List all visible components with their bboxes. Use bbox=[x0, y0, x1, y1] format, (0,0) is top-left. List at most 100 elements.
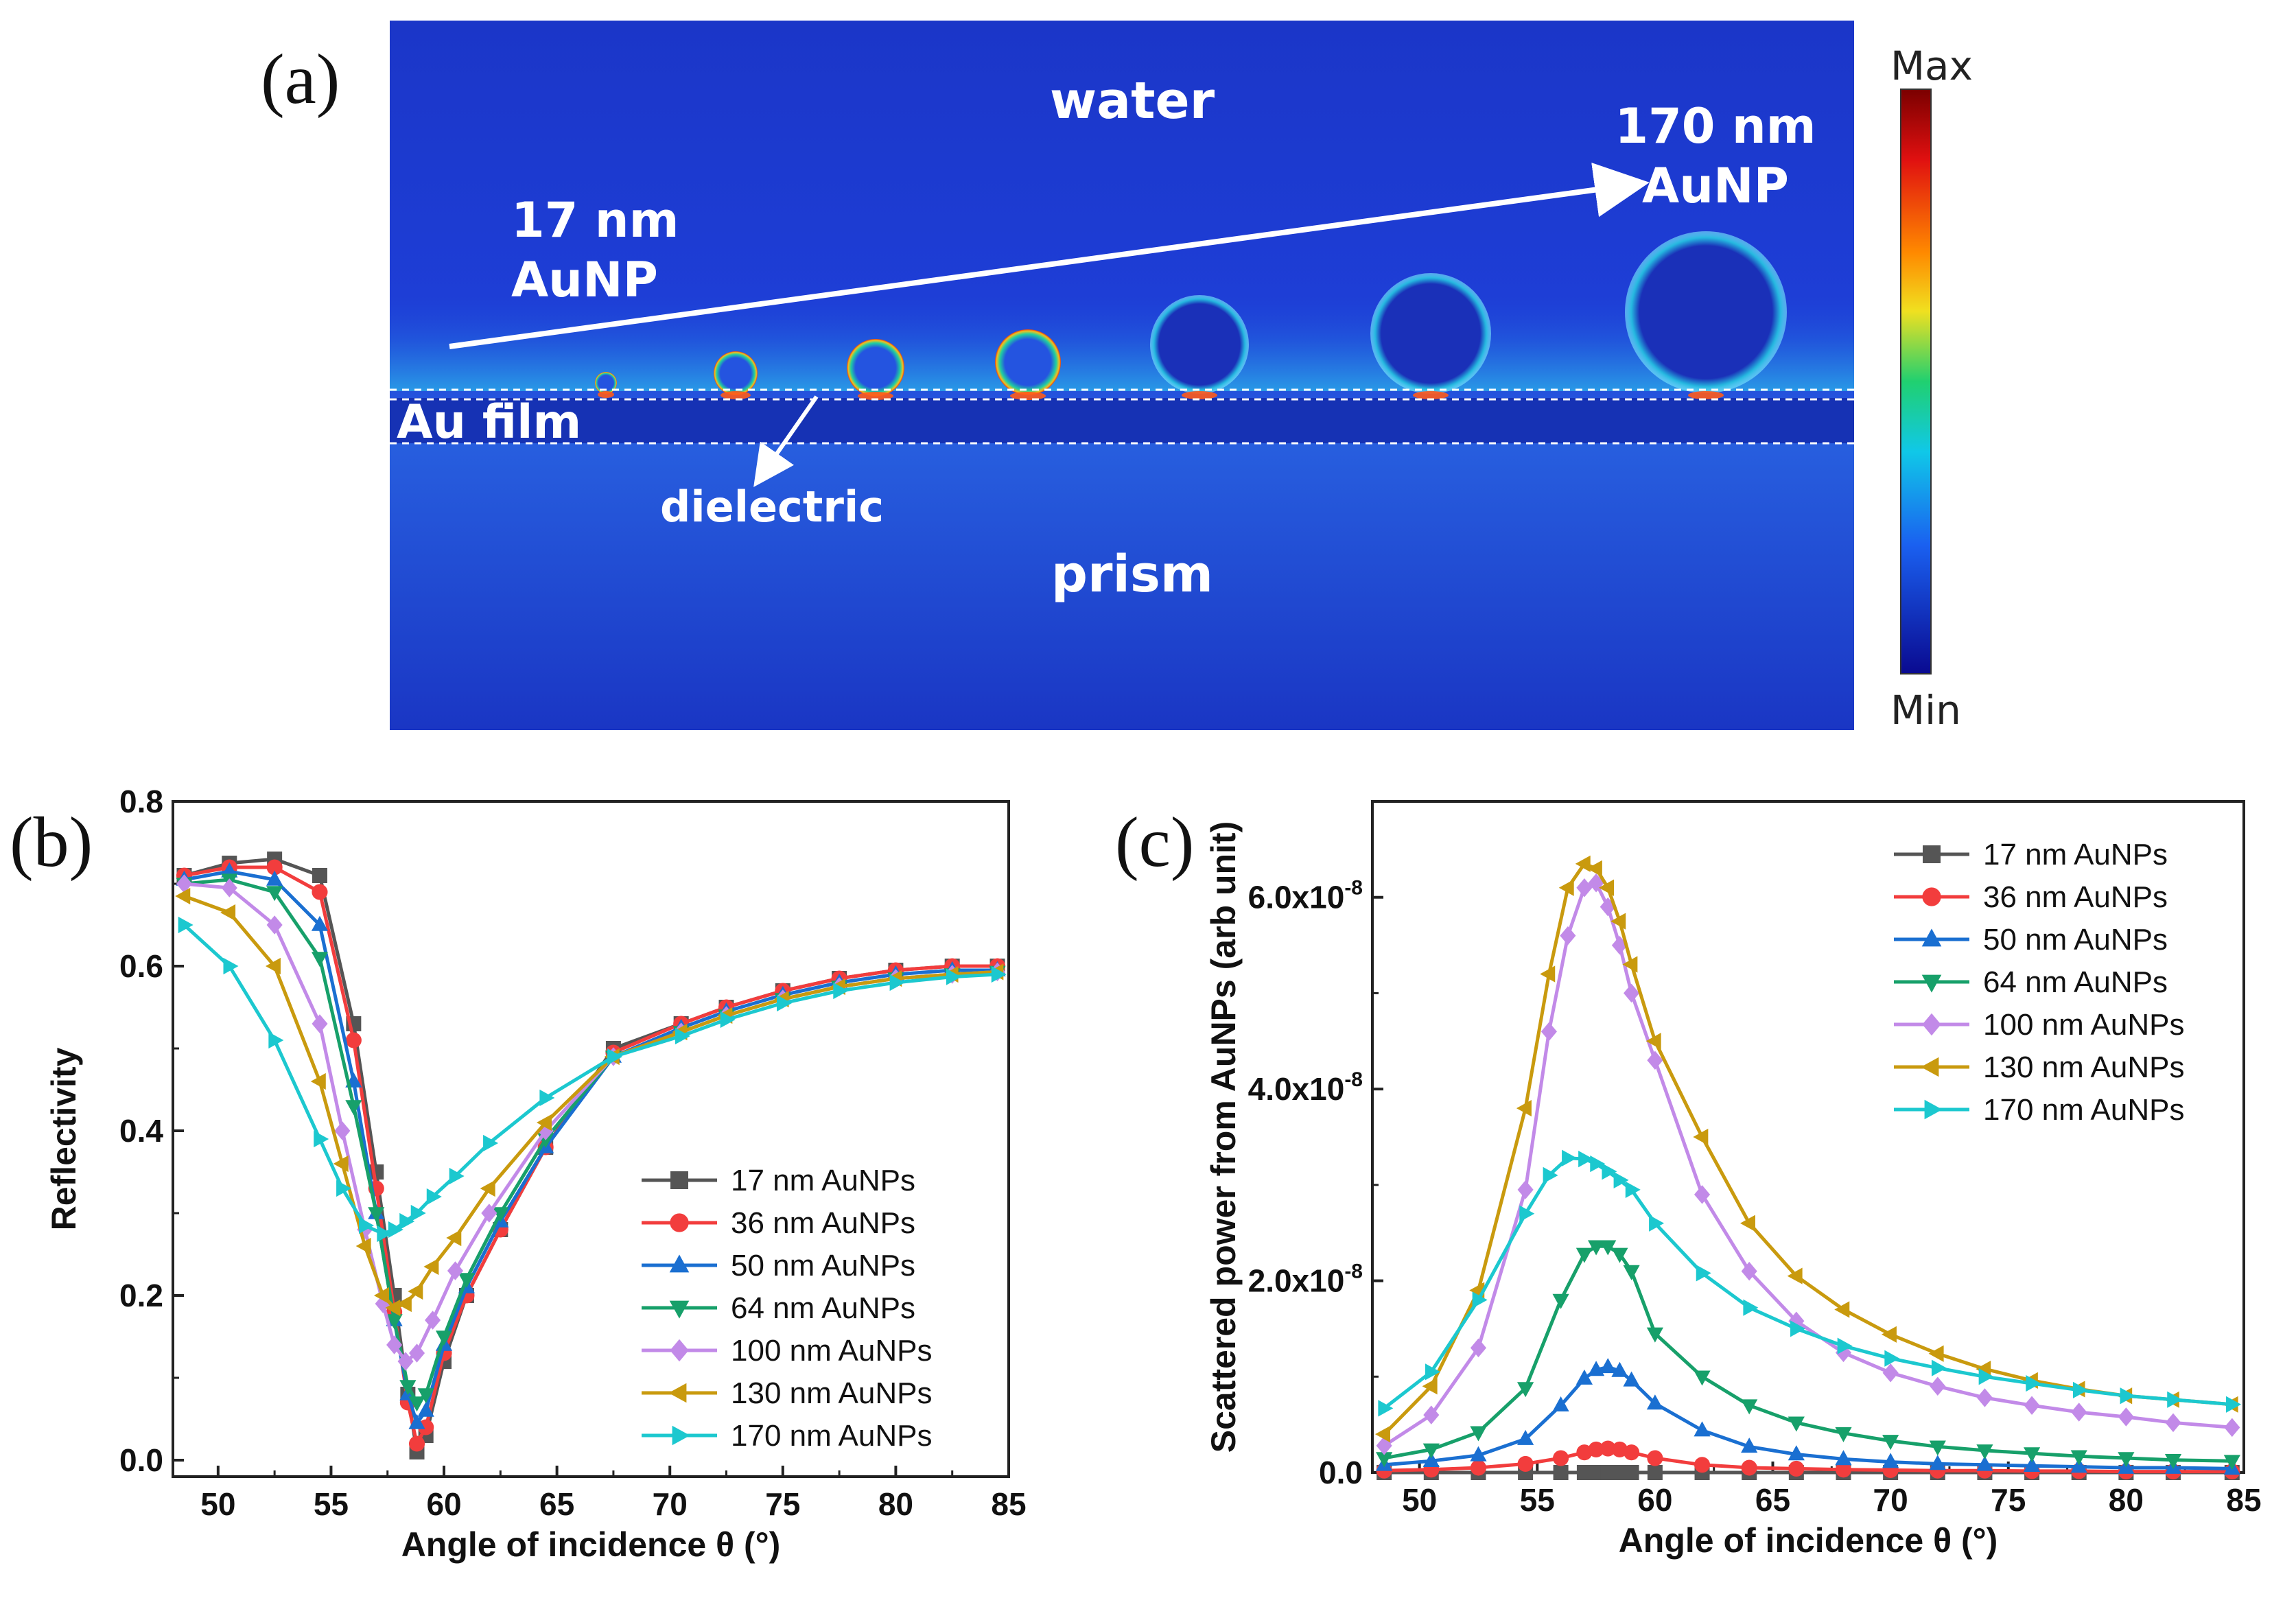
data-point bbox=[2120, 1387, 2135, 1405]
data-point bbox=[1516, 1099, 1532, 1117]
legend: 17 nm AuNPs 36 nm AuNPs 50 nm AuNPs 64 nm A… bbox=[1894, 838, 2185, 1127]
data-point bbox=[334, 1121, 351, 1140]
y-tick-label: 6.0x10-8 bbox=[1248, 877, 1363, 915]
data-point bbox=[2023, 1457, 2041, 1473]
data-point bbox=[1600, 1358, 1617, 1374]
data-point bbox=[386, 1314, 403, 1330]
data-point bbox=[1519, 1205, 1535, 1222]
data-point bbox=[1600, 1465, 1616, 1480]
small-particle-label-line1: 17 nm bbox=[511, 192, 679, 248]
legend-item-64-nm-aunps: 64 nm AuNPs bbox=[642, 1291, 915, 1325]
legend-swatch-marker bbox=[668, 1383, 687, 1403]
data-point bbox=[386, 1335, 403, 1354]
data-point bbox=[1930, 1376, 1946, 1396]
data-point bbox=[1647, 1051, 1663, 1070]
legend-item-130-nm-aunps: 130 nm AuNPs bbox=[1894, 1051, 2185, 1084]
data-point bbox=[1741, 1399, 1758, 1415]
x-tick-label: 80 bbox=[878, 1486, 913, 1522]
data-point bbox=[1543, 1166, 1558, 1184]
data-point bbox=[1576, 1465, 1592, 1480]
data-point bbox=[2165, 1413, 2181, 1433]
panel-b: (b) 50 55 60 65 70 75 80 85 0.0 0.2 0.4 0.6 0.8 Angle… bbox=[10, 784, 1027, 1564]
data-point bbox=[385, 1299, 401, 1317]
data-point bbox=[1976, 1455, 1993, 1471]
data-point bbox=[1646, 1394, 1663, 1410]
data-point bbox=[1625, 1181, 1641, 1198]
colorbar-max-label: Max bbox=[1890, 43, 1973, 89]
legend-swatch-marker bbox=[670, 1339, 689, 1362]
dielectric-pointer-arrow bbox=[753, 395, 819, 487]
data-point bbox=[1647, 1450, 1663, 1466]
legend-item-50-nm-aunps: 50 nm AuNPs bbox=[1894, 923, 2168, 957]
series-line bbox=[1383, 1365, 2232, 1470]
legend-item-170-nm-aunps: 170 nm AuNPs bbox=[1894, 1093, 2185, 1127]
data-point bbox=[175, 887, 191, 905]
data-point bbox=[1928, 1345, 1944, 1362]
y-axis-title: Scattered power from AuNPs (arb unit) bbox=[1204, 821, 1243, 1453]
data-point bbox=[492, 1207, 509, 1223]
data-point bbox=[1423, 1405, 1440, 1424]
data-point bbox=[1599, 879, 1615, 896]
legend-label: 17 nm AuNPs bbox=[731, 1164, 915, 1197]
data-point bbox=[408, 1396, 425, 1412]
nanoparticle-17nm bbox=[595, 372, 617, 394]
data-point bbox=[2072, 1381, 2088, 1398]
x-tick-label: 80 bbox=[2109, 1482, 2144, 1518]
y-tick-label: 2.0x10-8 bbox=[1248, 1260, 1363, 1299]
data-point bbox=[458, 1273, 476, 1289]
nanoparticles bbox=[595, 231, 1787, 400]
colorbar-min-label: Min bbox=[1890, 687, 1961, 734]
data-point bbox=[1578, 1151, 1594, 1168]
data-point bbox=[1835, 1427, 1852, 1442]
data-point bbox=[1422, 1443, 1440, 1459]
data-point bbox=[1929, 1440, 1946, 1456]
series-170-nm-aunps bbox=[1378, 1149, 2242, 1417]
series-line bbox=[184, 869, 998, 1425]
data-point bbox=[1741, 1261, 1757, 1281]
data-point bbox=[1517, 1180, 1534, 1199]
data-point bbox=[1558, 879, 1574, 896]
data-point bbox=[1694, 1185, 1711, 1204]
data-point bbox=[889, 974, 905, 992]
data-point bbox=[1541, 1022, 1557, 1042]
data-point bbox=[388, 1221, 403, 1239]
plot-frame bbox=[172, 800, 1010, 1478]
legend-label: 36 nm AuNPs bbox=[1983, 880, 2168, 914]
data-point bbox=[1787, 1267, 1803, 1285]
data-point bbox=[1589, 1465, 1604, 1480]
data-point bbox=[2226, 1396, 2242, 1413]
series-line bbox=[183, 924, 998, 1236]
large-particle-label-line1: 170 nm bbox=[1615, 98, 1816, 154]
x-tick-label: 50 bbox=[1402, 1482, 1437, 1518]
panel-c-tag: (c) bbox=[1115, 803, 1194, 882]
legend-item-36-nm-aunps: 36 nm AuNPs bbox=[1894, 880, 2168, 914]
legend-label: 64 nm AuNPs bbox=[1983, 965, 2168, 999]
data-point bbox=[266, 886, 283, 902]
data-point bbox=[1553, 1465, 1569, 1480]
data-point bbox=[312, 884, 328, 900]
series-50-nm-aunps bbox=[1376, 1358, 2240, 1475]
data-point bbox=[223, 957, 239, 975]
small-particle-label-line2: AuNP bbox=[511, 252, 658, 308]
data-point bbox=[396, 1295, 412, 1313]
data-point bbox=[2118, 1452, 2135, 1468]
x-tick-label: 60 bbox=[1637, 1482, 1672, 1518]
data-point bbox=[675, 1027, 690, 1045]
legend-label: 36 nm AuNPs bbox=[731, 1206, 915, 1240]
nanoparticle-130nm bbox=[1370, 273, 1491, 394]
data-point bbox=[1790, 1320, 1806, 1337]
series-100-nm-aunps bbox=[1376, 873, 2240, 1455]
data-point bbox=[336, 1180, 352, 1197]
data-point bbox=[1882, 1363, 1899, 1383]
data-point bbox=[1472, 1291, 1488, 1309]
nanoparticle-170nm bbox=[1625, 231, 1787, 393]
data-point bbox=[1624, 1465, 1639, 1480]
data-point bbox=[1834, 1301, 1850, 1318]
legend-swatch-marker bbox=[670, 1213, 689, 1232]
data-point bbox=[345, 1032, 362, 1048]
legend-item-17-nm-aunps: 17 nm AuNPs bbox=[642, 1164, 915, 1197]
data-point bbox=[720, 1011, 736, 1029]
legend-label: 170 nm AuNPs bbox=[731, 1419, 933, 1453]
data-point bbox=[1741, 1438, 1758, 1453]
